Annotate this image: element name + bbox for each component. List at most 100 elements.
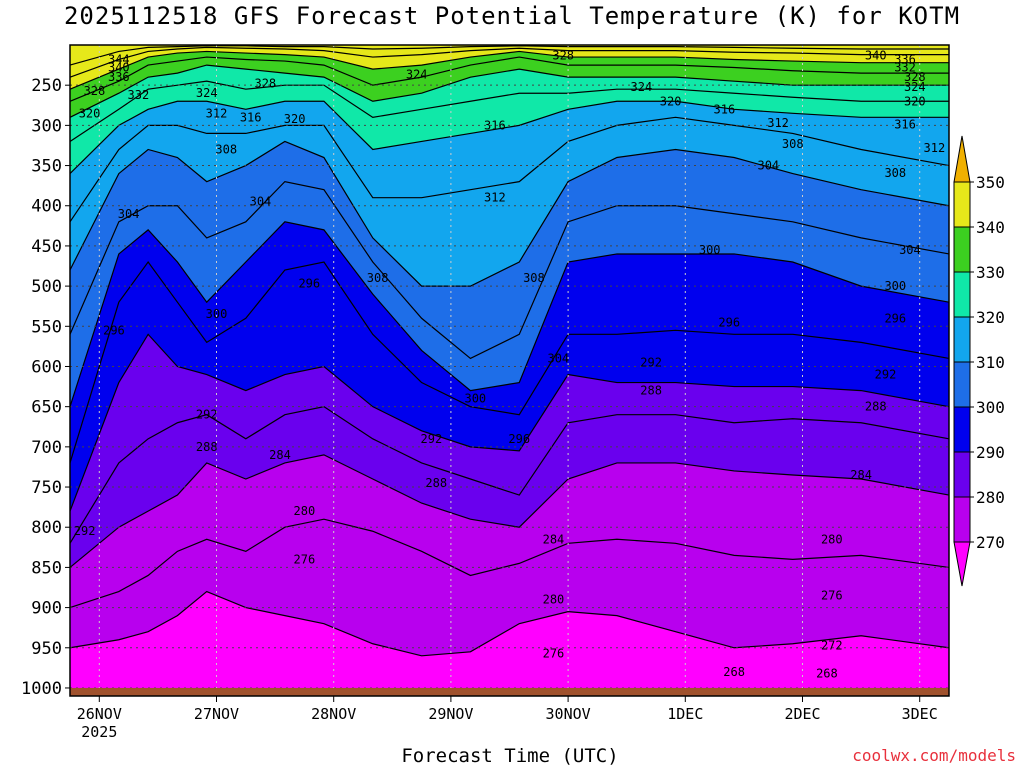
contour-label-284: 284 — [543, 532, 565, 546]
contour-label-280: 280 — [294, 504, 316, 518]
y-tick-label: 850 — [31, 558, 62, 578]
x-tick-label: 3DEC — [902, 705, 938, 723]
contour-340k — [69, 45, 949, 66]
contour-label-336: 336 — [894, 52, 916, 66]
contour-288k — [69, 406, 950, 544]
contour-label-316: 316 — [484, 118, 506, 132]
contour-label-324: 324 — [631, 80, 653, 94]
colorbar-segment-340 — [953, 181, 971, 228]
x-tick-label: 28NOV — [311, 705, 356, 723]
contour-label-316: 316 — [714, 102, 736, 116]
contour-label-328: 328 — [254, 77, 276, 91]
colorbar-label: 350 — [976, 173, 1005, 192]
y-tick-label: 700 — [31, 438, 62, 458]
contour-300k — [69, 221, 950, 407]
contour-label-296: 296 — [103, 323, 125, 337]
colorbar-label: 330 — [976, 263, 1005, 282]
contour-label-320: 320 — [660, 94, 682, 108]
colorbar-label: 320 — [976, 308, 1005, 327]
y-tick-label: 450 — [31, 237, 62, 257]
contour-312k — [69, 116, 950, 223]
contour-label-312: 312 — [484, 191, 506, 205]
contour-label-308: 308 — [884, 166, 906, 180]
contour-label-284: 284 — [850, 468, 872, 482]
contour-label-284: 284 — [269, 448, 291, 462]
x-tick-sublabel: 2025 — [81, 723, 117, 741]
contour-label-300: 300 — [699, 243, 721, 257]
y-tick-label: 550 — [31, 317, 62, 337]
colorbar-label: 270 — [976, 533, 1005, 552]
contour-label-288: 288 — [640, 384, 662, 398]
y-tick-label: 950 — [31, 639, 62, 659]
contour-label-276: 276 — [821, 589, 843, 603]
contour-280k — [69, 518, 950, 609]
colorbar-label: 280 — [976, 488, 1005, 507]
contour-label-296: 296 — [298, 277, 320, 291]
y-tick-label: 500 — [31, 277, 62, 297]
contour-label-340: 340 — [108, 61, 130, 75]
x-tick-label: 27NOV — [194, 705, 239, 723]
contour-label-292: 292 — [421, 432, 443, 446]
contour-296k — [69, 260, 950, 464]
contour-284k — [69, 454, 950, 568]
y-tick-label: 900 — [31, 599, 62, 619]
colorbar-arrow-high — [953, 135, 971, 183]
credit-text: coolwx.com/models — [852, 746, 1016, 765]
contour-label-300: 300 — [464, 392, 486, 406]
colorbar-arrow-low — [953, 541, 971, 587]
ground-strip — [70, 687, 949, 696]
contour-label-292: 292 — [196, 408, 218, 422]
contour-276k — [69, 590, 950, 657]
contour-label-340: 340 — [865, 48, 887, 62]
contour-label-316: 316 — [894, 118, 916, 132]
contour-332k — [69, 50, 949, 90]
contour-label-288: 288 — [865, 400, 887, 414]
contour-label-268: 268 — [723, 665, 745, 679]
contour-308k — [69, 140, 950, 287]
y-tick-label: 800 — [31, 518, 62, 538]
contour-label-304: 304 — [250, 195, 272, 209]
contour-label-324: 324 — [196, 86, 218, 100]
y-tick-label: 600 — [31, 357, 62, 377]
colorbar-segment-280 — [953, 451, 971, 498]
x-tick-label: 1DEC — [667, 705, 703, 723]
y-tick-label: 750 — [31, 478, 62, 498]
contour-336k — [69, 46, 949, 78]
x-tick-label: 30NOV — [546, 705, 591, 723]
contour-label-308: 308 — [215, 142, 237, 156]
colorbar-segment-310 — [953, 316, 971, 363]
contour-label-320: 320 — [79, 106, 101, 120]
contour-label-288: 288 — [196, 440, 218, 454]
x-tick-label: 29NOV — [428, 705, 473, 723]
chart-title: 2025112518 GFS Forecast Potential Temper… — [63, 2, 961, 30]
contour-label-288: 288 — [425, 476, 447, 490]
contour-292k — [69, 333, 950, 512]
colorbar-segment-330 — [953, 226, 971, 273]
x-tick-label: 26NOV — [77, 705, 122, 723]
contour-label-320: 320 — [284, 112, 306, 126]
contour-label-280: 280 — [543, 593, 565, 607]
contour-label-304: 304 — [547, 351, 569, 365]
colorbar-label: 290 — [976, 443, 1005, 462]
contour-label-296: 296 — [884, 311, 906, 325]
contour-320k — [69, 80, 949, 142]
contour-label-292: 292 — [875, 368, 897, 382]
contour-label-292: 292 — [74, 524, 96, 538]
contour-label-296: 296 — [718, 315, 740, 329]
contour-label-308: 308 — [782, 137, 804, 151]
colorbar-label: 340 — [976, 218, 1005, 237]
contour-label-276: 276 — [294, 552, 316, 566]
contour-label-280: 280 — [821, 532, 843, 546]
contour-label-328: 328 — [552, 48, 574, 62]
contour-label-276: 276 — [543, 646, 565, 660]
colorbar-segment-300 — [953, 361, 971, 408]
y-tick-label: 350 — [31, 157, 62, 177]
contour-label-324: 324 — [904, 80, 926, 94]
contour-label-328: 328 — [84, 84, 106, 98]
colorbar-segment-290 — [953, 406, 971, 453]
contour-label-312: 312 — [924, 141, 946, 155]
contour-label-312: 312 — [767, 116, 789, 130]
contour-label-324: 324 — [406, 68, 428, 82]
contour-label-336: 336 — [108, 70, 130, 84]
